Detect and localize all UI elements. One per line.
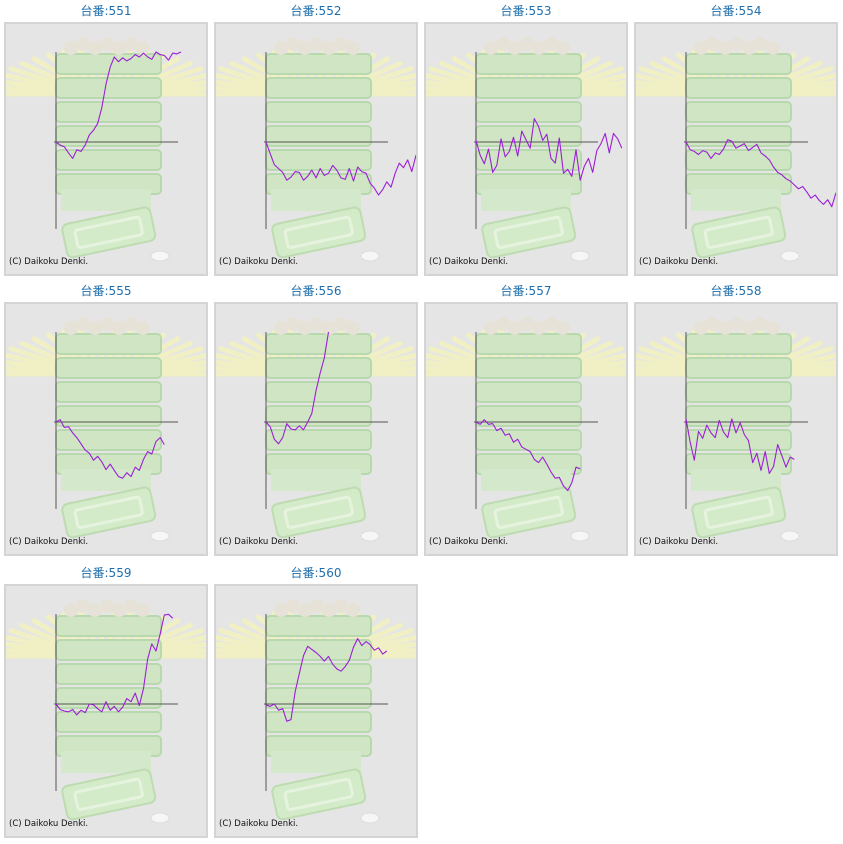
difference-graph	[6, 599, 206, 824]
difference-graph	[6, 317, 206, 542]
copyright-text: (C) Daikoku Denki.	[219, 819, 299, 829]
machine-number-link[interactable]: 台番:559	[80, 566, 132, 580]
machine-number-link[interactable]: 台番:552	[290, 4, 342, 18]
copyright-text: (C) Daikoku Denki.	[639, 257, 719, 267]
machine-number-link[interactable]: 台番:556	[290, 284, 342, 298]
machine-number-link[interactable]: 台番:553	[500, 4, 552, 18]
difference-graph	[216, 37, 416, 262]
copyright-text: (C) Daikoku Denki.	[9, 257, 89, 267]
copyright-text: (C) Daikoku Denki.	[219, 537, 299, 547]
data-graph-image[interactable]: (C) Daikoku Denki.	[214, 584, 418, 838]
copyright-text: (C) Daikoku Denki.	[639, 537, 719, 547]
machine-graph-card: 台番:553 (C) Daikoku Denki.	[424, 0, 628, 276]
machine-number-link[interactable]: 台番:555	[80, 284, 132, 298]
graph-axes	[264, 614, 388, 791]
difference-series-line	[55, 419, 165, 479]
difference-series-line	[475, 419, 581, 492]
difference-graph	[216, 599, 416, 824]
machine-graph-card: 台番:555 (C) Daikoku Denki.	[4, 280, 208, 556]
machine-graph-card: 台番:554 (C) Daikoku Denki.	[634, 0, 838, 276]
difference-graph	[6, 37, 206, 262]
slot-machine-watermark	[426, 37, 626, 262]
slot-machine-watermark	[6, 317, 206, 542]
slot-machine-watermark	[6, 599, 206, 824]
machine-number-link[interactable]: 台番:558	[710, 284, 762, 298]
data-graph-image[interactable]: (C) Daikoku Denki.	[4, 22, 208, 276]
machine-number-link[interactable]: 台番:557	[500, 284, 552, 298]
data-graph-image[interactable]: (C) Daikoku Denki.	[214, 22, 418, 276]
difference-series-line	[265, 331, 330, 445]
difference-series-line	[475, 118, 623, 181]
slot-machine-watermark	[636, 317, 836, 542]
copyright-text: (C) Daikoku Denki.	[219, 257, 299, 267]
copyright-text: (C) Daikoku Denki.	[9, 819, 89, 829]
difference-series-line	[55, 613, 174, 716]
data-graph-image[interactable]: (C) Daikoku Denki.	[424, 22, 628, 276]
difference-graph	[426, 37, 626, 262]
graph-axes	[54, 332, 178, 509]
copyright-text: (C) Daikoku Denki.	[429, 257, 509, 267]
machine-number-link[interactable]: 台番:551	[80, 4, 132, 18]
machine-graph-card: 台番:552 (C) Daikoku Denki.	[214, 0, 418, 276]
machine-graph-card: 台番:551 (C) Daikoku Denki.	[4, 0, 208, 276]
machine-graph-card: 台番:559 (C) Daikoku Denki.	[4, 562, 208, 838]
data-graph-image[interactable]: (C) Daikoku Denki.	[214, 302, 418, 556]
graph-axes	[264, 52, 388, 229]
copyright-text: (C) Daikoku Denki.	[9, 537, 89, 547]
slot-machine-watermark	[636, 37, 836, 262]
difference-series-line	[55, 51, 182, 159]
difference-graph	[426, 317, 626, 542]
machine-graph-card: 台番:557 (C) Daikoku Denki.	[424, 280, 628, 556]
slot-machine-watermark	[426, 317, 626, 542]
graph-axes	[474, 332, 598, 509]
graph-axes	[684, 52, 808, 229]
machine-graph-card: 台番:556 (C) Daikoku Denki.	[214, 280, 418, 556]
difference-graph	[636, 37, 836, 262]
machine-graph-card: 台番:560 (C) Daikoku Denki.	[214, 562, 418, 838]
slot-machine-watermark	[216, 599, 416, 824]
difference-series-line	[265, 637, 388, 722]
data-graph-image[interactable]: (C) Daikoku Denki.	[4, 584, 208, 838]
data-graph-image[interactable]: (C) Daikoku Denki.	[634, 302, 838, 556]
difference-graph	[636, 317, 836, 542]
machine-number-link[interactable]: 台番:554	[710, 4, 762, 18]
difference-series-line	[685, 139, 836, 208]
data-graph-image[interactable]: (C) Daikoku Denki.	[424, 302, 628, 556]
copyright-text: (C) Daikoku Denki.	[429, 537, 509, 547]
slot-machine-watermark	[216, 317, 416, 542]
data-graph-image[interactable]: (C) Daikoku Denki.	[634, 22, 838, 276]
graph-axes	[54, 52, 178, 229]
graph-axes	[264, 332, 388, 509]
difference-graph	[216, 317, 416, 542]
difference-series-line	[265, 141, 416, 196]
slot-machine-watermark	[6, 37, 206, 262]
machine-number-link[interactable]: 台番:560	[290, 566, 342, 580]
data-graph-image[interactable]: (C) Daikoku Denki.	[4, 302, 208, 556]
graph-axes	[54, 614, 178, 791]
slot-machine-watermark	[216, 37, 416, 262]
difference-series-line	[685, 418, 795, 475]
machine-graph-card: 台番:558 (C) Daikoku Denki.	[634, 280, 838, 556]
